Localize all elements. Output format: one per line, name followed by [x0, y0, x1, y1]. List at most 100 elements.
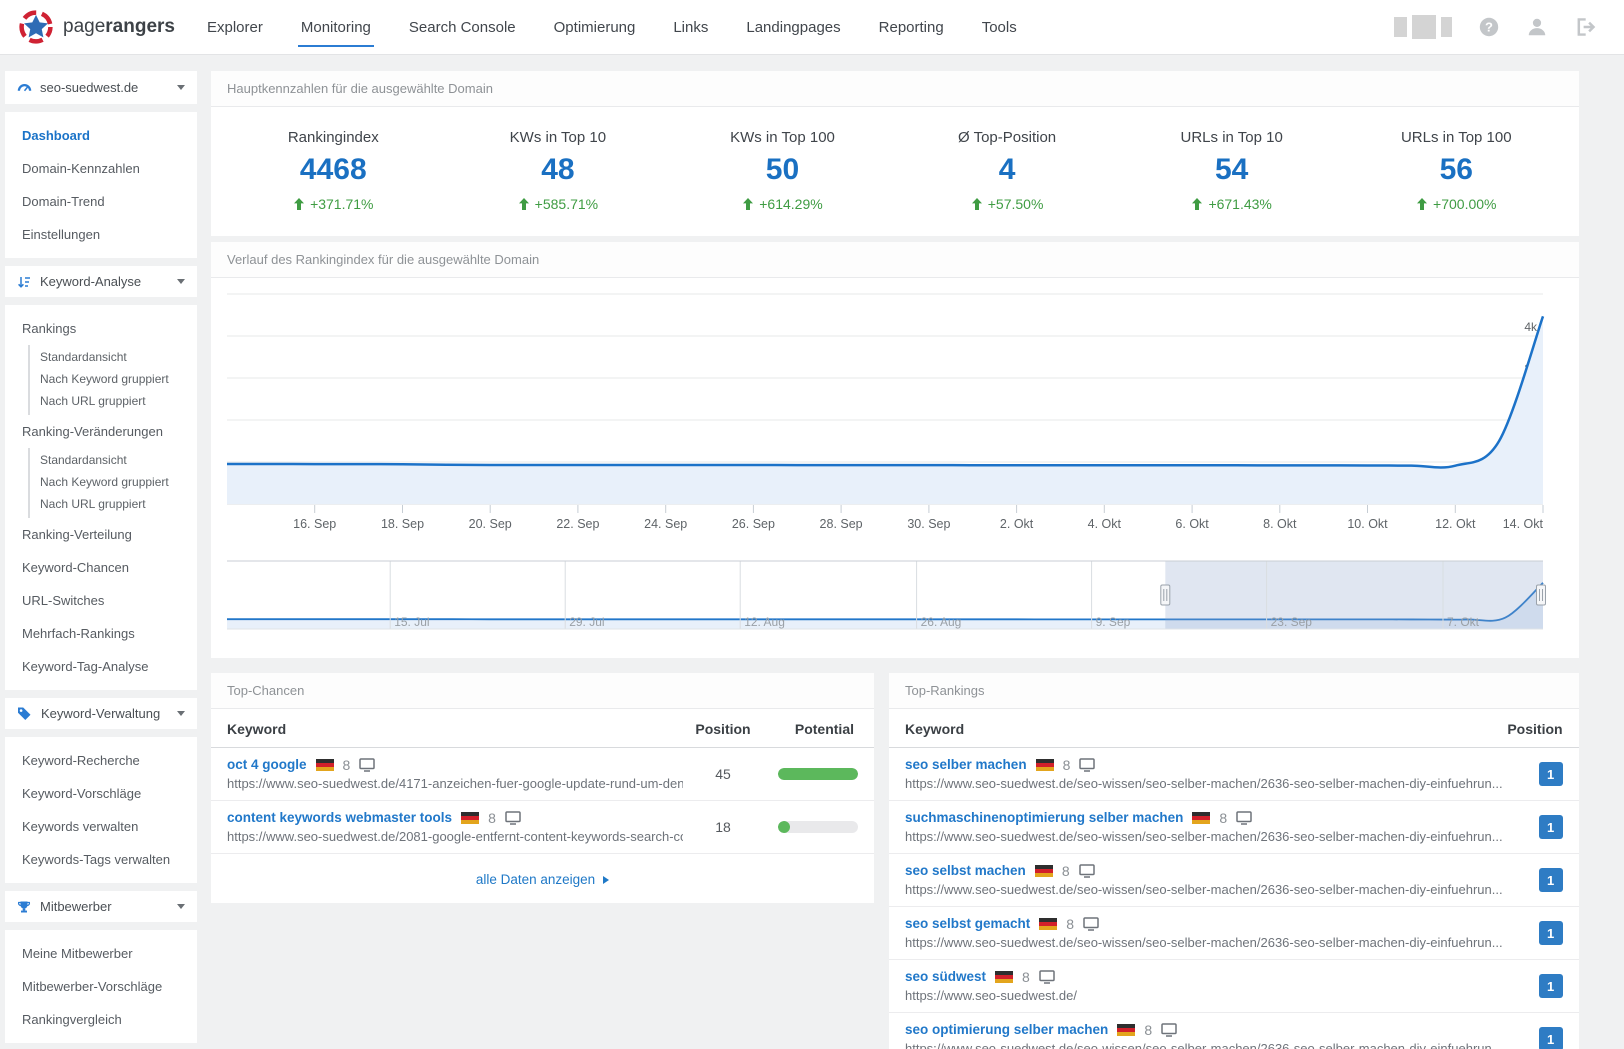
chevron-down-icon	[177, 711, 185, 716]
chart-range-navigator[interactable]: 15. Jul 29. Jul 12. Aug 26. Aug 9. Sep 23. Se…	[226, 555, 1563, 644]
svg-text:4. Okt: 4. Okt	[1088, 517, 1122, 531]
table-row: seo selbst gemacht 8 https://www.seo-sue…	[889, 907, 1579, 960]
kpi-card-kws-top10: KWs in Top 10 48 +585.71%	[446, 129, 671, 212]
section-title: Keyword-Verwaltung	[41, 706, 161, 721]
sidebar-item-ranking-veraenderungen[interactable]: Ranking-Veränderungen	[22, 424, 163, 439]
sidebar-subitem-standardansicht[interactable]: Standardansicht	[40, 453, 127, 467]
sidebar-mitbewerber-list: Meine Mitbewerber Mitbewerber-Vorschläge…	[5, 930, 197, 1043]
desktop-icon	[1236, 810, 1252, 825]
app-logo[interactable]: pagerangers	[0, 0, 188, 54]
sidebar-subitem-nach-url[interactable]: Nach URL gruppiert	[40, 497, 146, 511]
nav-tab-explorer[interactable]: Explorer	[207, 18, 263, 36]
nav-tab-links[interactable]: Links	[673, 18, 709, 36]
navigator-handle-left[interactable]	[1160, 584, 1171, 606]
sidebar-item-domain-trend[interactable]: Domain-Trend	[22, 194, 105, 209]
desktop-icon	[1083, 916, 1099, 931]
keyword-url: https://www.seo-suedwest.de/seo-wissen/s…	[905, 882, 1503, 897]
keyword-link[interactable]: seo selbst machen	[905, 863, 1026, 878]
svg-text:23. Sep: 23. Sep	[1271, 615, 1313, 629]
nav-tab-reporting[interactable]: Reporting	[878, 18, 944, 36]
top-chancen-panel: Top-Chancen Keyword Position Potential o…	[211, 673, 874, 903]
svg-text:10. Okt: 10. Okt	[1347, 517, 1388, 531]
column-header-potential: Potential	[794, 721, 854, 737]
germany-flag-icon	[1117, 1023, 1136, 1036]
sidebar-subitem-standardansicht[interactable]: Standardansicht	[40, 350, 127, 364]
table-row: seo selber machen 8 https://www.seo-sued…	[889, 748, 1579, 801]
tags-icon	[18, 707, 31, 720]
sidebar-item-keyword-tag-analyse[interactable]: Keyword-Tag-Analyse	[22, 659, 149, 674]
nav-tab-monitoring[interactable]: Monitoring	[282, 0, 390, 54]
kpi-change: +371.71%	[221, 196, 446, 212]
sidebar-item-mehrfach-rankings[interactable]: Mehrfach-Rankings	[22, 626, 135, 641]
navigator-selection[interactable]	[1165, 561, 1543, 629]
sidebar-item-rankingvergleich[interactable]: Rankingvergleich	[22, 1012, 122, 1027]
kpi-change: +585.71%	[446, 196, 671, 212]
rankings-subgroup: Standardansicht Nach Keyword gruppiert N…	[28, 345, 197, 415]
kpi-label: URLs in Top 10	[1180, 129, 1283, 146]
position-badge: 1	[1538, 868, 1563, 892]
svg-text:29. Jul: 29. Jul	[569, 615, 604, 629]
position-value: 18	[715, 819, 731, 835]
sidebar-item-einstellungen[interactable]: Einstellungen	[22, 227, 101, 242]
potential-bar-fill	[778, 768, 858, 780]
user-menu-button[interactable]	[1526, 16, 1548, 38]
sidebar-item-keywords-verwalten[interactable]: Keywords verwalten	[22, 819, 139, 834]
desktop-icon	[1078, 863, 1095, 878]
kpi-value: 54	[1214, 153, 1249, 186]
rankingindex-chart-panel: Verlauf des Rankingindex für die ausgewä…	[211, 242, 1579, 658]
customer-logo-placeholder	[1394, 15, 1452, 39]
nav-tab-search-console[interactable]: Search Console	[408, 18, 516, 36]
brand-name: pagerangers	[63, 16, 175, 37]
navigator-handle-right[interactable]	[1536, 584, 1546, 606]
keyword-link[interactable]: seo optimierung selber machen	[905, 1022, 1109, 1037]
sidebar-section-keyword-verwaltung[interactable]: Keyword-Verwaltung	[5, 698, 197, 729]
veraenderungen-subgroup: Standardansicht Nach Keyword gruppiert N…	[28, 448, 197, 518]
sidebar-item-ranking-verteilung[interactable]: Ranking-Verteilung	[22, 527, 132, 542]
keyword-link[interactable]: oct 4 google	[227, 757, 307, 772]
nav-tab-optimierung[interactable]: Optimierung	[553, 18, 636, 36]
svg-text:18. Sep: 18. Sep	[381, 517, 424, 531]
germany-flag-icon	[1192, 811, 1211, 824]
sidebar-item-mitbewerber-vorschlaege[interactable]: Mitbewerber-Vorschläge	[22, 979, 163, 994]
show-all-data-link[interactable]: alle Daten anzeigen	[476, 872, 610, 887]
help-button[interactable]: ?	[1478, 16, 1500, 38]
sidebar-subitem-nach-url[interactable]: Nach URL gruppiert	[40, 394, 146, 408]
keyword-link[interactable]: suchmaschinenoptimierung selber machen	[905, 810, 1184, 825]
sidebar-item-keyword-chancen[interactable]: Keyword-Chancen	[22, 560, 129, 575]
keyword-link[interactable]: seo selbst gemacht	[905, 916, 1031, 931]
sidebar-section-keyword-analyse[interactable]: Keyword-Analyse	[5, 266, 197, 297]
sidebar-subitem-nach-keyword[interactable]: Nach Keyword gruppiert	[40, 372, 169, 386]
sidebar-item-keyword-vorschlaege[interactable]: Keyword-Vorschläge	[22, 786, 142, 801]
sidebar-item-meine-mitbewerber[interactable]: Meine Mitbewerber	[22, 946, 133, 961]
sidebar-item-dashboard[interactable]: Dashboard	[22, 128, 90, 143]
sidebar-item-domain-kennzahlen[interactable]: Domain-Kennzahlen	[22, 161, 140, 176]
sidebar-item-keywords-tags-verwalten[interactable]: Keywords-Tags verwalten	[22, 852, 171, 867]
trophy-icon	[17, 901, 31, 912]
svg-text:16. Sep: 16. Sep	[293, 517, 336, 531]
chevron-down-icon	[177, 85, 185, 90]
svg-text:26. Aug: 26. Aug	[921, 615, 962, 629]
column-header-position: Position	[1507, 721, 1563, 737]
keyword-link[interactable]: content keywords webmaster tools	[227, 810, 453, 825]
logout-button[interactable]	[1574, 16, 1596, 38]
table-row: suchmaschinenoptimierung selber machen 8…	[889, 801, 1579, 854]
sidebar-section-mitbewerber[interactable]: Mitbewerber	[5, 891, 197, 922]
nav-tab-tools[interactable]: Tools	[981, 18, 1017, 36]
keyword-link[interactable]: seo selber machen	[905, 757, 1027, 772]
sidebar-subitem-nach-keyword[interactable]: Nach Keyword gruppiert	[40, 475, 169, 489]
domain-selector[interactable]: seo-suedwest.de	[5, 71, 197, 104]
nav-tab-landingpages[interactable]: Landingpages	[746, 18, 841, 36]
kpi-value: 4	[998, 153, 1016, 186]
keyword-url: https://www.seo-suedwest.de/seo-wissen/s…	[905, 935, 1503, 950]
kpi-change: +614.29%	[670, 196, 895, 212]
svg-text:4k: 4k	[1524, 320, 1538, 334]
sidebar-item-keyword-recherche[interactable]: Keyword-Recherche	[22, 753, 140, 768]
keyword-url: https://www.seo-suedwest.de/4171-anzeich…	[227, 776, 683, 791]
sidebar-item-url-switches[interactable]: URL-Switches	[22, 593, 105, 608]
sidebar-item-rankings[interactable]: Rankings	[22, 321, 77, 336]
position-badge: 1	[1538, 921, 1563, 945]
kpi-value: 56	[1439, 153, 1473, 186]
google-icon: 8	[1219, 809, 1228, 826]
keyword-link[interactable]: seo südwest	[905, 969, 987, 984]
